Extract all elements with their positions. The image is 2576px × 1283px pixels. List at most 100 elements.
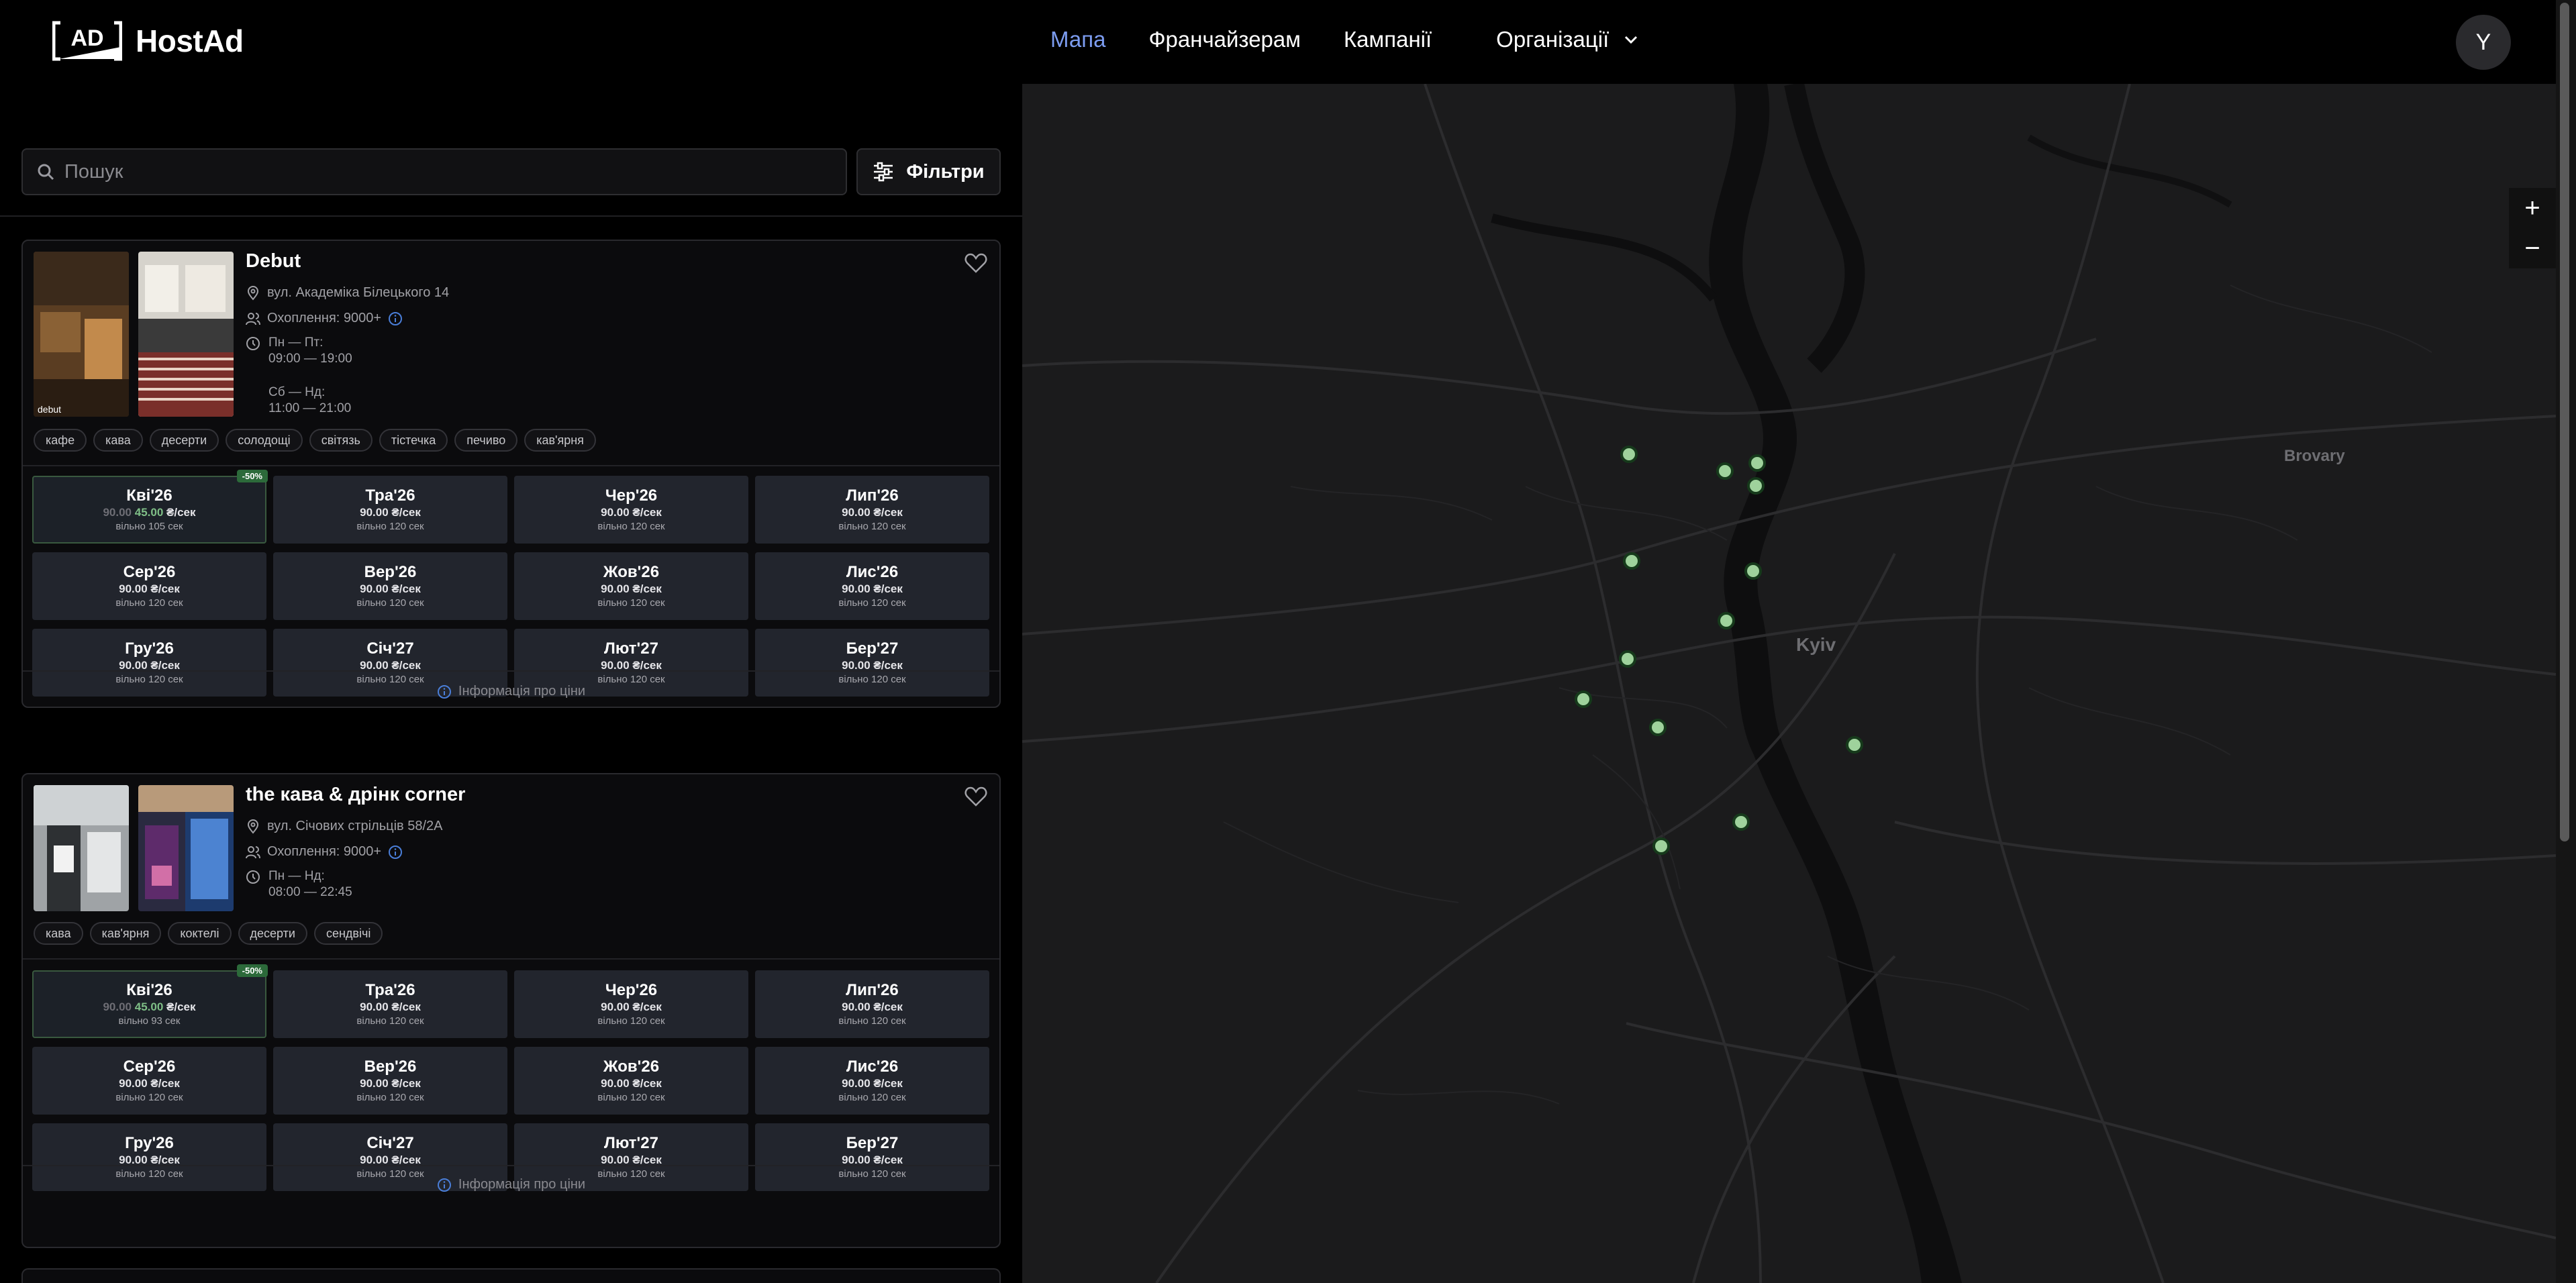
slot-cell[interactable]: Лис'26 90.00 ₴/сек вільно 120 сек xyxy=(755,1047,989,1115)
slot-cell[interactable]: Тра'26 90.00 ₴/сек вільно 120 сек xyxy=(273,476,507,544)
price-info-label: Інформація про ціни xyxy=(458,1177,586,1192)
address-text: вул. Академіка Білецького 14 xyxy=(267,285,450,300)
tag-chip[interactable]: печиво xyxy=(454,429,518,452)
slot-cell[interactable]: Бер'27 90.00 ₴/сек вільно 120 сек xyxy=(755,1123,989,1191)
map-marker[interactable] xyxy=(1846,736,1863,754)
venue-address: вул. Січових стрільців 58/2А xyxy=(246,819,442,834)
slot-month: Тра'26 xyxy=(365,980,415,999)
filters-label: Фільтри xyxy=(906,160,985,183)
slot-cell[interactable]: Вер'26 90.00 ₴/сек вільно 120 сек xyxy=(273,1047,507,1115)
slot-cell[interactable]: Лип'26 90.00 ₴/сек вільно 120 сек xyxy=(755,970,989,1038)
slot-cell[interactable]: Лип'26 90.00 ₴/сек вільно 120 сек xyxy=(755,476,989,544)
user-avatar[interactable]: Y xyxy=(2456,15,2511,70)
slot-old-price: 90.00 xyxy=(103,1000,132,1013)
map-marker[interactable] xyxy=(1619,650,1636,668)
slot-month: Чер'26 xyxy=(605,486,658,505)
slot-cell[interactable]: Гру'26 90.00 ₴/сек вільно 120 сек xyxy=(32,1123,266,1191)
slot-unit: ₴/сек xyxy=(166,505,196,519)
nav-dropdown-organizations[interactable]: Організації xyxy=(1496,27,1638,52)
tag-chip[interactable]: сендвічі xyxy=(313,922,383,945)
slot-month: Кві'26 xyxy=(126,486,172,505)
favorite-heart-icon[interactable] xyxy=(964,253,987,273)
card-divider xyxy=(23,958,999,960)
brand-name: HostAd xyxy=(136,23,244,58)
slot-cell[interactable]: Тра'26 90.00 ₴/сек вільно 120 сек xyxy=(273,970,507,1038)
slot-cell[interactable]: Січ'27 90.00 ₴/сек вільно 120 сек xyxy=(273,629,507,697)
tag-chip[interactable]: кав'ярня xyxy=(89,922,162,945)
tag-chip[interactable]: десерти xyxy=(149,429,219,452)
slot-price: 90.00 ₴/сек xyxy=(842,1000,903,1013)
slot-cell[interactable]: Лют'27 90.00 ₴/сек вільно 120 сек xyxy=(514,1123,748,1191)
slot-cell[interactable]: Лют'27 90.00 ₴/сек вільно 120 сек xyxy=(514,629,748,697)
clock-icon xyxy=(246,870,260,884)
map-marker[interactable] xyxy=(1575,690,1592,708)
main-nav: Мапа Франчайзерам Кампанії Організації xyxy=(1050,27,1638,52)
slot-cell[interactable]: Лис'26 90.00 ₴/сек вільно 120 сек xyxy=(755,552,989,620)
tag-chip[interactable]: солодощі xyxy=(226,429,303,452)
slot-cell[interactable]: Чер'26 90.00 ₴/сек вільно 120 сек xyxy=(514,476,748,544)
slot-cell[interactable]: Чер'26 90.00 ₴/сек вільно 120 сек xyxy=(514,970,748,1038)
search-input[interactable] xyxy=(64,160,803,183)
slot-cell[interactable]: Сер'26 90.00 ₴/сек вільно 120 сек xyxy=(32,552,266,620)
tag-chip[interactable]: кава xyxy=(93,429,143,452)
venue-name[interactable]: Debut xyxy=(246,250,301,272)
info-icon[interactable] xyxy=(388,311,403,326)
info-icon[interactable] xyxy=(388,845,403,860)
map-marker[interactable] xyxy=(1623,552,1640,570)
map-marker[interactable] xyxy=(1620,446,1638,463)
price-info-link[interactable]: Інформація про ціни xyxy=(23,1177,999,1192)
coverage-text: Охоплення: 9000+ xyxy=(267,844,382,859)
venue-name[interactable]: the кава & дрінк corner xyxy=(246,784,466,805)
slot-cell[interactable]: -50% Кві'26 90.00 45.00 ₴/сек вільно 105… xyxy=(32,470,268,544)
map-marker[interactable] xyxy=(1748,454,1766,472)
zoom-controls: + − xyxy=(2509,188,2556,268)
slot-month: Лют'27 xyxy=(604,639,658,658)
tag-chip[interactable]: кафе xyxy=(34,429,87,452)
tag-chip[interactable]: кав'ярня xyxy=(524,429,596,452)
slot-cell[interactable]: Жов'26 90.00 ₴/сек вільно 120 сек xyxy=(514,1047,748,1115)
map-marker[interactable] xyxy=(1718,612,1735,629)
zoom-in-button[interactable]: + xyxy=(2524,193,2540,223)
nav-item-map[interactable]: Мапа xyxy=(1050,27,1106,52)
map-marker[interactable] xyxy=(1716,462,1734,480)
zoom-out-button[interactable]: − xyxy=(2524,233,2540,263)
slot-cell[interactable]: -50% Кві'26 90.00 45.00 ₴/сек вільно 93 … xyxy=(32,964,268,1038)
slot-price: 90.00 ₴/сек xyxy=(842,505,903,519)
slot-cell[interactable]: Бер'27 90.00 ₴/сек вільно 120 сек xyxy=(755,629,989,697)
tag-chip[interactable]: десерти xyxy=(238,922,307,945)
slot-cell[interactable]: Жов'26 90.00 ₴/сек вільно 120 сек xyxy=(514,552,748,620)
map-marker[interactable] xyxy=(1652,837,1670,855)
search-box[interactable] xyxy=(21,148,847,195)
map-canvas[interactable]: Kyiv Brovary xyxy=(1022,84,2556,1283)
slot-free: вільно 120 сек xyxy=(356,1091,424,1103)
scrollbar-thumb[interactable] xyxy=(2560,3,2569,841)
tag-chip[interactable]: тістечка xyxy=(379,429,448,452)
hours-time: 09:00 — 19:00 xyxy=(268,352,352,366)
favorite-heart-icon[interactable] xyxy=(964,786,987,807)
map-marker[interactable] xyxy=(1747,477,1765,495)
venue-card[interactable]: debut Debut вул. Академіка Білецького 14… xyxy=(21,240,1001,708)
slot-cell[interactable]: Гру'26 90.00 ₴/сек вільно 120 сек xyxy=(32,629,266,697)
slot-free: вільно 120 сек xyxy=(115,597,183,609)
nav-item-franchisers[interactable]: Франчайзерам xyxy=(1148,27,1301,52)
tag-chip[interactable]: світязь xyxy=(309,429,373,452)
discount-badge: -50% xyxy=(236,964,268,977)
tag-chip[interactable]: кава xyxy=(34,922,83,945)
slot-cell[interactable]: Сер'26 90.00 ₴/сек вільно 120 сек xyxy=(32,1047,266,1115)
brand-logo[interactable]: AD HostAd xyxy=(52,20,244,62)
filters-button[interactable]: Фільтри xyxy=(856,148,1001,195)
map-view[interactable]: Kyiv Brovary + − xyxy=(1022,84,2556,1283)
nav-item-campaigns[interactable]: Кампанії xyxy=(1343,27,1432,52)
map-marker[interactable] xyxy=(1744,562,1762,580)
map-marker[interactable] xyxy=(1732,813,1750,831)
slot-price: 90.00 ₴/сек xyxy=(360,505,421,519)
venue-card-partial[interactable] xyxy=(21,1268,1001,1283)
slot-cell[interactable]: Вер'26 90.00 ₴/сек вільно 120 сек xyxy=(273,552,507,620)
venue-photo xyxy=(138,252,234,417)
venue-card[interactable]: the кава & дрінк corner вул. Січових стр… xyxy=(21,773,1001,1248)
logo-mark-icon: AD xyxy=(52,20,123,62)
slot-cell[interactable]: Січ'27 90.00 ₴/сек вільно 120 сек xyxy=(273,1123,507,1191)
price-info-link[interactable]: Інформація про ціни xyxy=(23,684,999,699)
tag-chip[interactable]: коктелі xyxy=(168,922,232,945)
map-marker[interactable] xyxy=(1649,719,1667,736)
